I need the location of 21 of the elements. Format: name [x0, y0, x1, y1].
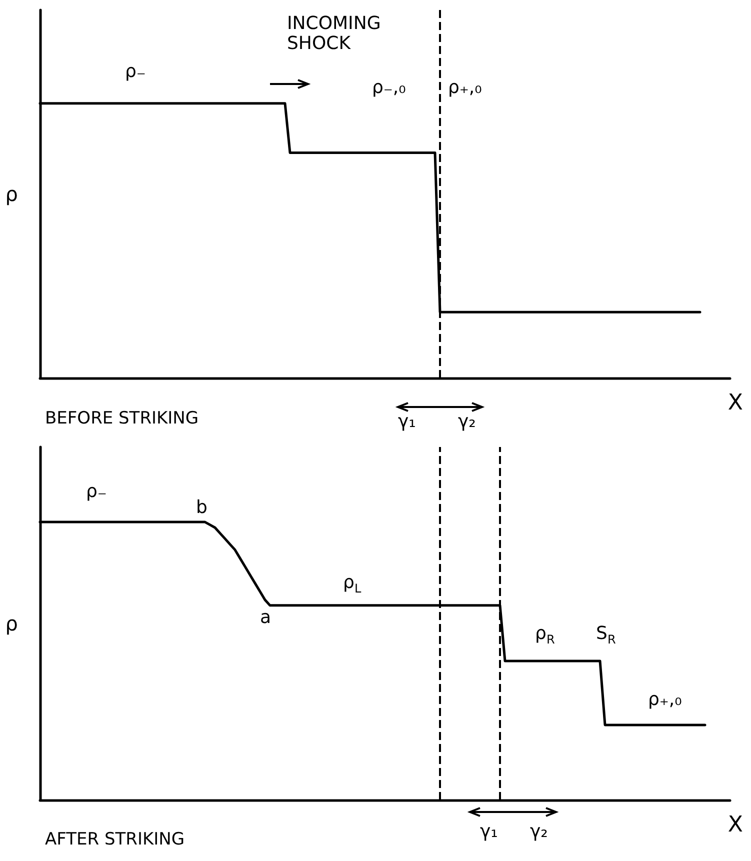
y-axis-title: ρ [5, 182, 18, 206]
text: AFTER STRIKING [45, 830, 185, 850]
x-axis-title: X [728, 812, 744, 838]
x-axis-title: X [728, 390, 744, 416]
text: INCOMING SHOCK [287, 13, 381, 54]
y-axis-title: ρ [5, 612, 18, 636]
annotation: ρ$_{R}$ [535, 623, 555, 649]
text: ρ₋ [86, 481, 107, 502]
text: b [196, 497, 208, 518]
text: ρ₋,₀ [372, 77, 406, 98]
text: BEFORE STRIKING [45, 408, 199, 428]
text: γ₂ [458, 411, 476, 432]
annotation: a [260, 607, 272, 628]
annotation: S$_{R}$ [596, 623, 616, 649]
text: γ₂ [530, 821, 548, 842]
annotation: ρ₊,₀ [648, 689, 682, 710]
text: γ₁ [480, 821, 498, 842]
text: γ₁ [398, 411, 416, 432]
text: ρ₋ [125, 61, 146, 82]
text: ρ₊,₀ [448, 77, 482, 98]
annotation: ρ$_{L}$ [343, 572, 362, 598]
